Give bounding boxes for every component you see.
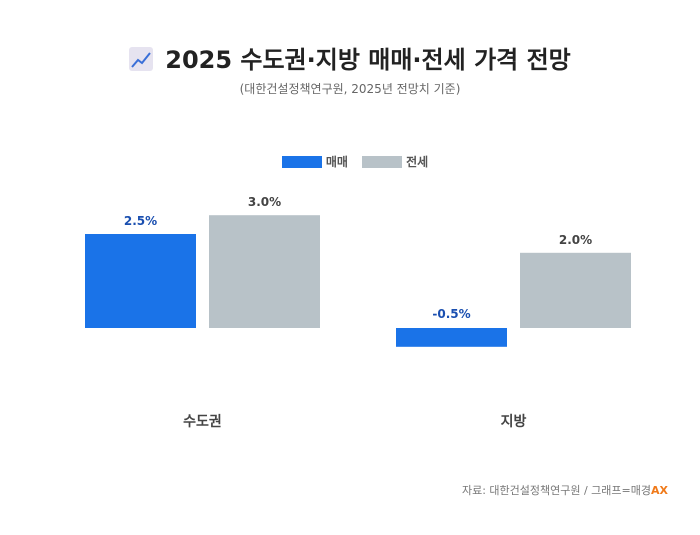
title-text: 2025 수도권·지방 매매·전세 가격 전망 — [165, 46, 571, 74]
x-tick-label: 수도권 — [183, 414, 222, 430]
x-tick-label: 지방 — [501, 413, 527, 430]
data-label: -0.5% — [432, 307, 470, 321]
bar-수도권-전세 — [209, 215, 320, 328]
legend-swatch-jeonse — [362, 156, 403, 168]
legend: 매매 전세 — [0, 153, 700, 170]
bar-지방-전세 — [520, 252, 631, 328]
legend-label-sale: 매매 — [325, 155, 348, 169]
bar-지방-매매 — [396, 328, 507, 347]
source-brand: AX — [651, 484, 668, 497]
chart-title: 2025 수도권·지방 매매·전세 가격 전망 — [0, 40, 700, 75]
source-text: 자료: 대한건설정책연구원 / 그래프=매경 — [461, 484, 651, 497]
chart-increasing-icon — [129, 47, 154, 71]
chart-subtitle: (대한건설정책연구원, 2025년 전망치 기준) — [239, 82, 461, 96]
legend-swatch-sale — [281, 156, 322, 168]
source-note: 자료: 대한건설정책연구원 / 그래프=매경AX — [462, 482, 668, 498]
data-label: 2.0% — [559, 233, 592, 247]
bar-수도권-매매 — [85, 234, 196, 328]
data-label: 2.5% — [124, 214, 157, 228]
legend-label-jeonse: 전세 — [406, 155, 429, 169]
data-label: 3.0% — [248, 195, 281, 209]
